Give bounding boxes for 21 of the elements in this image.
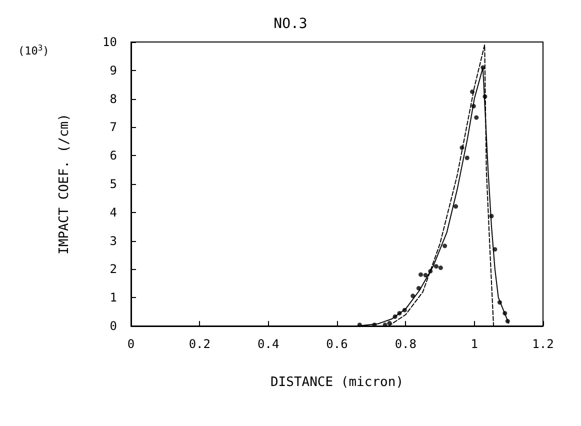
x-tick-label: 0.6 xyxy=(326,337,348,351)
x-tick-label: 1.2 xyxy=(532,337,554,351)
y-tick-label: 0 xyxy=(110,319,117,333)
x-tick-label: 0 xyxy=(127,337,135,351)
y-tick-label: 5 xyxy=(110,177,117,191)
y-tick-label: 8 xyxy=(110,92,117,106)
y-tick-label: 4 xyxy=(110,205,117,220)
y-tick-label: 6 xyxy=(110,148,117,163)
y-tick-label: 10 xyxy=(102,35,117,49)
x-tick-label: 0.2 xyxy=(188,337,211,351)
y-tick-label: 3 xyxy=(110,234,117,248)
y-tick-label: 9 xyxy=(110,63,117,78)
x-tick-label: 1 xyxy=(470,337,478,351)
x-tick-label: 0.4 xyxy=(257,337,280,351)
y-tick-label: 7 xyxy=(110,120,117,134)
y-axis-title: IMPACT COEF. (/cm) xyxy=(57,114,72,254)
chart-title: NO.3 xyxy=(274,16,308,32)
y-tick-label: 1 xyxy=(110,290,117,305)
x-tick-label: 0.8 xyxy=(394,337,417,351)
x-axis-title: DISTANCE (micron) xyxy=(270,375,404,390)
y-tick-label: 2 xyxy=(110,262,117,276)
